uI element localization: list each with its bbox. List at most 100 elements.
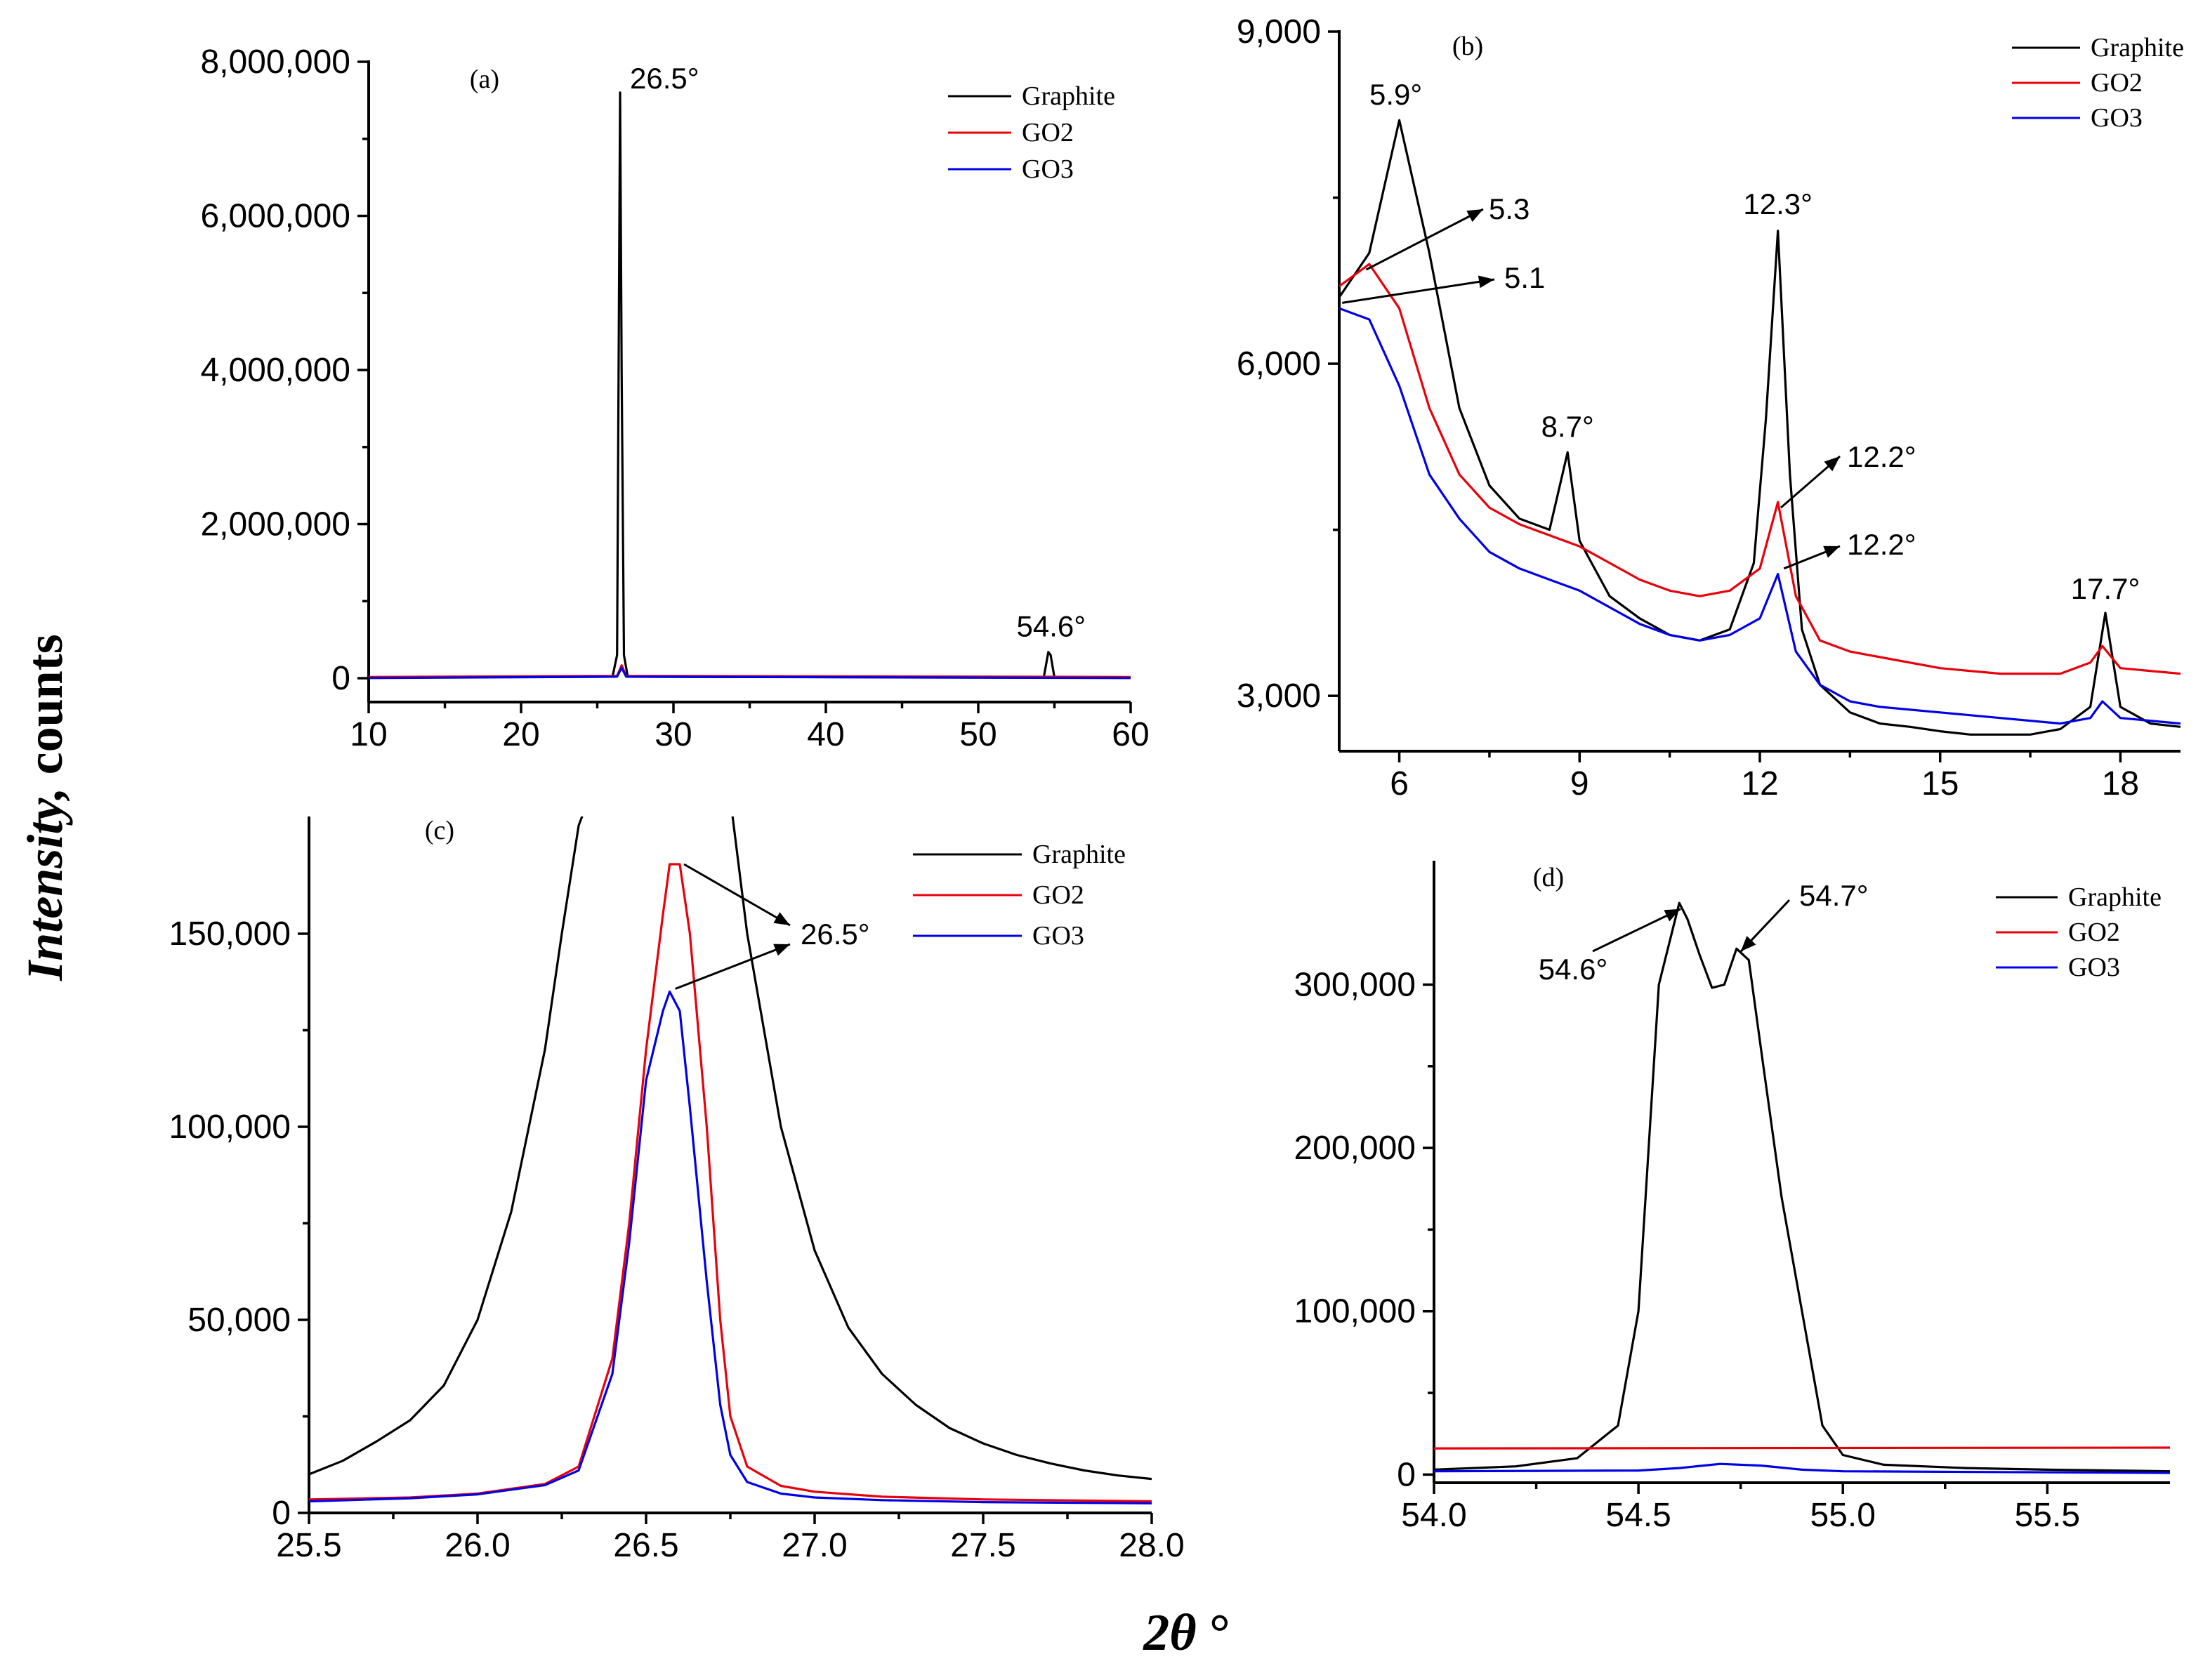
x-tick-label: 25.5 <box>276 1527 341 1564</box>
series-line-go3 <box>1339 307 2181 725</box>
annotation-arrow <box>675 943 791 990</box>
series-line-go2 <box>309 863 1152 1503</box>
series-line-go2 <box>369 663 1131 679</box>
x-tick-label: 55.5 <box>2015 1497 2080 1534</box>
x-axis-title-degree: ° <box>1197 1604 1230 1662</box>
annotation-arrowhead <box>1466 209 1483 223</box>
series-line-go3 <box>309 990 1152 1504</box>
legend-label-go2: GO2 <box>1032 880 1084 910</box>
y-tick-label: 6,000 <box>1237 345 1321 383</box>
annotation-label: 5.3 <box>1489 192 1530 225</box>
annotation-label: 12.2° <box>1847 528 1916 561</box>
series-group <box>1434 901 2171 1474</box>
panel-label: (c) <box>425 816 454 845</box>
annotation-label: 12.3° <box>1743 187 1813 220</box>
y-tick-label: 200,000 <box>1294 1130 1416 1167</box>
series-line-go3 <box>1434 1462 2171 1474</box>
annotation-label: 17.7° <box>2071 572 2140 605</box>
annotation-arrowhead <box>773 944 790 956</box>
x-tick-label: 40 <box>807 716 844 753</box>
x-tick-label: 60 <box>1112 716 1149 753</box>
y-tick-label: 100,000 <box>169 1109 291 1146</box>
y-axis-title: Intensity, counts <box>17 634 73 981</box>
panel-label: (d) <box>1533 863 1564 892</box>
annotation-arrowhead <box>1740 936 1756 952</box>
x-tick-label: 6 <box>1390 765 1409 802</box>
y-tick-label: 100,000 <box>1294 1293 1416 1330</box>
x-tick-label: 9 <box>1570 765 1589 802</box>
x-axis-title-theta: 2θ <box>1143 1604 1196 1662</box>
chart-panel-4: 54.0 54.5 55.0 55.5 0 100,000 200,000 300,000 (d… <box>1294 861 2171 1534</box>
legend-label-graphite: Graphite <box>2091 33 2184 62</box>
annotation-label: 12.2° <box>1847 440 1916 473</box>
y-tick-label: 4,000,000 <box>200 352 350 389</box>
y-tick-label: 50,000 <box>188 1302 291 1339</box>
y-tick-label: 0 <box>272 1495 291 1532</box>
legend-label-go2: GO2 <box>2091 68 2143 98</box>
legend-label-graphite: Graphite <box>1032 840 1126 869</box>
annotation-arrowhead <box>1823 545 1840 558</box>
annotations: 26.5° 54.6° 5.9° 5.3 5.1 8.7° 12.3° 12.2° 12.2° 1… <box>630 62 2140 990</box>
x-tick-label: 20 <box>502 716 539 753</box>
annotation-label: 26.5° <box>630 62 699 95</box>
series-line-go3 <box>369 666 1131 680</box>
y-tick-label: 0 <box>1397 1456 1416 1493</box>
x-tick-label: 15 <box>1921 765 1959 802</box>
x-axis-title: 2θ ° <box>1143 1604 1230 1662</box>
x-tick-label: 18 <box>2102 765 2139 802</box>
chart-panel-2: 6 9 12 15 18 3,000 6,000 9,000 (b) Graphite GO2 GO3 <box>1237 13 2184 802</box>
legend-label-graphite: Graphite <box>1022 81 1115 111</box>
legend-label-go3: GO3 <box>1022 154 1074 184</box>
legend-label-go2: GO2 <box>1022 118 1074 147</box>
legend-label-go3: GO3 <box>2091 103 2143 133</box>
y-tick-label: 9,000 <box>1237 13 1321 51</box>
x-tick-label: 27.0 <box>782 1527 847 1564</box>
y-axis-title-units: counts <box>17 634 73 787</box>
x-tick-label: 54.0 <box>1401 1497 1466 1534</box>
x-tick-label: 55.0 <box>1810 1497 1876 1534</box>
annotation-label: 54.6° <box>1539 953 1608 986</box>
chart-panel-1: 10 20 30 40 50 60 0 2,000,000 4,000,000 6,000,000… <box>200 44 1149 753</box>
series-group <box>309 816 1152 1504</box>
y-tick-label: 2,000,000 <box>200 506 350 543</box>
x-tick-label: 28.0 <box>1119 1527 1184 1564</box>
annotation-arrowhead <box>1478 275 1494 289</box>
annotation-arrow <box>683 863 791 927</box>
x-tick-label: 30 <box>655 716 692 753</box>
series-group <box>369 91 1131 680</box>
series-line-graphite <box>1339 119 2181 736</box>
y-tick-label: 150,000 <box>169 915 291 953</box>
y-tick-label: 6,000,000 <box>200 198 350 235</box>
legend-label-go3: GO3 <box>1032 921 1084 951</box>
annotation-arrowhead <box>1664 908 1681 922</box>
legend-label-go2: GO2 <box>2068 918 2120 947</box>
legend-label-go3: GO3 <box>2068 953 2120 982</box>
y-tick-label: 8,000,000 <box>200 44 350 81</box>
series-line-graphite <box>309 816 1152 1481</box>
series-line-graphite <box>369 91 1131 679</box>
x-tick-label: 26.0 <box>445 1527 510 1564</box>
legend-label-graphite: Graphite <box>2068 882 2162 912</box>
annotation-label: 5.9° <box>1369 78 1422 111</box>
x-tick-label: 26.5 <box>613 1527 678 1564</box>
annotation-label: 54.7° <box>1799 879 1869 912</box>
y-tick-label: 300,000 <box>1294 966 1416 1003</box>
annotation-arrow <box>1592 908 1681 953</box>
chart-panel-3: 25.5 26.0 26.5 27.0 27.5 28.0 0 50,000 100,000 15… <box>169 816 1184 1564</box>
panel-label: (b) <box>1452 32 1483 61</box>
series-line-graphite <box>1434 901 2171 1473</box>
annotation-label: 8.7° <box>1541 410 1594 443</box>
annotation-label: 5.1 <box>1504 261 1545 294</box>
series-line-go2 <box>1339 263 2181 675</box>
annotation-arrow <box>1342 278 1495 304</box>
annotation-arrowhead <box>773 912 790 925</box>
x-tick-label: 10 <box>350 716 387 753</box>
y-tick-label: 3,000 <box>1237 677 1321 715</box>
panel-label: (a) <box>470 65 499 94</box>
annotation-label: 26.5° <box>801 918 870 951</box>
annotation-label: 54.6° <box>1017 610 1086 643</box>
series-group <box>1339 119 2181 736</box>
y-tick-label: 0 <box>331 660 350 697</box>
annotation-arrow <box>1365 208 1484 271</box>
